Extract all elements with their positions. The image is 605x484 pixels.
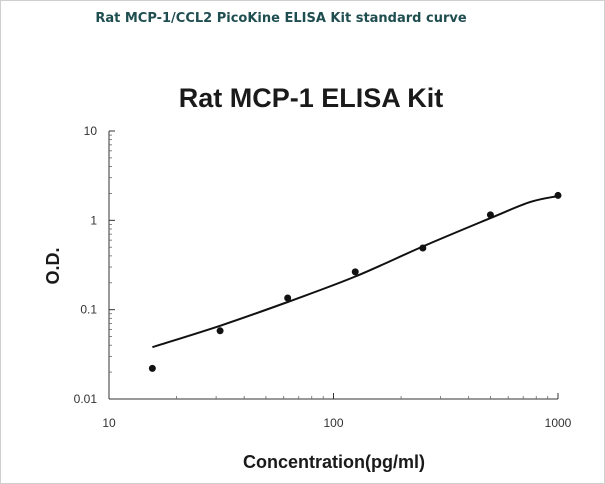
y-tick-label: 0.01 (74, 392, 98, 406)
plot-area: 10 1 0.1 0.01 10 100 1000 (74, 124, 572, 430)
data-point (554, 191, 562, 199)
data-point (216, 327, 224, 335)
y-axis-label: O.D. (43, 247, 63, 284)
chart-title: Rat MCP-1 ELISA Kit (179, 83, 444, 113)
x-tick-label: 10 (102, 416, 116, 430)
data-point (351, 268, 359, 276)
figure-caption: Rat MCP-1/CCL2 PicoKine ELISA Kit standa… (95, 11, 467, 26)
x-tick-label: 100 (323, 416, 343, 430)
y-tick-label: 0.1 (80, 303, 97, 317)
fit-curve (152, 195, 559, 349)
x-axis-label: Concentration(pg/ml) (243, 452, 425, 472)
y-tick-label: 1 (90, 213, 97, 227)
data-point (148, 364, 156, 372)
y-tick-label: 10 (84, 124, 98, 138)
data-point (284, 294, 292, 302)
x-tick-label: 1000 (545, 416, 572, 430)
